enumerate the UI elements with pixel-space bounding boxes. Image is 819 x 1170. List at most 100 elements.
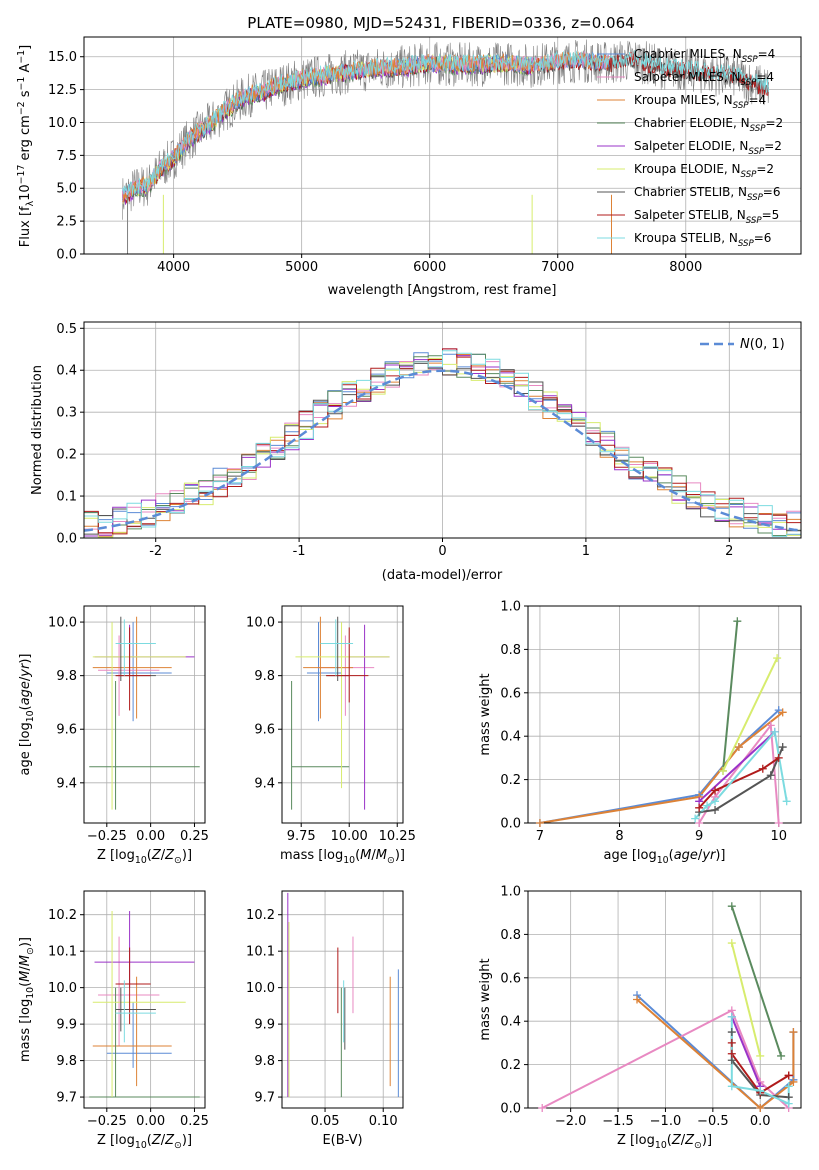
marker-kroupa-stelib (770, 727, 779, 736)
x-tick-label: 0.00 (136, 1114, 165, 1129)
y-tick-label: 9.8 (254, 1054, 275, 1069)
y-tick-label: 0.6 (500, 971, 521, 986)
axes-frame (527, 605, 802, 824)
y-tick-label: 0.0 (56, 532, 77, 547)
y-tick-label: 9.4 (254, 776, 275, 791)
marker-chabrier-stelib (711, 805, 720, 814)
y-tick-label: 0.5 (56, 322, 77, 337)
x-tick-label: −1.5 (602, 1114, 634, 1129)
x-tick-label: −1.0 (650, 1114, 682, 1129)
x-tick-label: 0.00 (136, 829, 165, 844)
y-tick-label: 10.1 (246, 945, 275, 960)
x-tick-label: 0.10 (369, 1114, 398, 1129)
y-tick-label: 9.4 (56, 776, 77, 791)
marker-salpeter-stelib (727, 1049, 736, 1058)
y-tick-label: 9.6 (56, 723, 77, 738)
x-tick-label: -2 (149, 544, 162, 559)
model-kroupa-elodie (122, 53, 533, 205)
y-tick-label: 9.9 (254, 1018, 275, 1033)
line-chabrier-miles (539, 709, 780, 823)
plot-area (89, 911, 200, 1098)
y-axis-label: age [log10(age/yr)] (18, 653, 36, 775)
line-chabrier-stelib (698, 746, 784, 814)
x-axis-label: wavelength [Angstrom, rest frame] (328, 283, 557, 298)
x-tick-label: −0.5 (697, 1114, 729, 1129)
chart-title: PLATE=0980, MJD=52431, FIBERID=0336, z=0… (247, 14, 634, 32)
marker-kroupa-stelib (756, 1086, 765, 1095)
line-salpeter-elodie (698, 731, 776, 803)
x-tick-label: 9.75 (287, 829, 316, 844)
y-tick-label: 1.0 (500, 600, 521, 615)
marker-salpeter-stelib (711, 786, 720, 795)
y-tick-label: 10.2 (48, 908, 77, 923)
marker-chabrier-elodie (777, 1051, 786, 1060)
legend-label: Chabrier MILES, NSSP=4 (634, 47, 775, 65)
line-chabrier-elodie (722, 621, 739, 771)
x-tick-label: 0.25 (180, 1114, 209, 1129)
marker-chabrier-stelib (727, 1028, 736, 1037)
y-tick-label: 10.0 (48, 981, 77, 996)
plot-area (541, 905, 795, 1108)
y-axis-label: mass weight (478, 673, 493, 755)
y-axis-label: Flux [fλ10−17 erg cm−2 s−1 A−1] (16, 45, 36, 247)
marker-kroupa-miles (734, 743, 743, 752)
y-tick-label: 0.0 (500, 1102, 521, 1117)
y-tick-label: 9.9 (56, 1018, 77, 1033)
legend-label: Kroupa STELIB, NSSP=6 (634, 231, 771, 249)
x-tick-label: 10.00 (331, 829, 368, 844)
y-tick-label: 10.0 (48, 616, 77, 631)
line-salpeter-stelib (698, 757, 780, 809)
line-salpeter-miles (541, 1009, 790, 1108)
model-kroupa-stelib (122, 50, 769, 198)
marker-kroupa-miles (778, 708, 787, 717)
axes-age-vs-Z: −0.25 0.00 0.25 9.4 9.6 9.8 10.0 (48, 605, 209, 844)
line-salpeter-elodie (730, 1016, 762, 1087)
marker-salpeter-stelib (774, 753, 783, 762)
x-tick-label: 9 (695, 829, 703, 844)
line-chabrier-elodie (730, 905, 783, 1057)
marker-kroupa-elodie (773, 654, 782, 663)
line-kroupa-miles (539, 711, 784, 823)
marker-kroupa-miles (756, 1104, 765, 1112)
x-tick-label: 8 (615, 829, 623, 844)
x-tick-label: 5000 (285, 260, 318, 275)
x-tick-label: 8000 (669, 260, 702, 275)
line-kroupa-elodie (722, 657, 779, 772)
marker-kroupa-stelib (711, 797, 720, 806)
plot-area (539, 621, 788, 823)
y-axis-label: mass weight (478, 958, 493, 1040)
y-tick-label: 1.0 (500, 885, 521, 900)
x-tick-label: 10.25 (379, 829, 416, 844)
legend: Chabrier MILES, NSSP=4 Salpeter MILES, NS… (597, 47, 783, 249)
marker-kroupa-elodie (719, 766, 727, 775)
marker-kroupa-stelib (784, 1082, 793, 1091)
y-tick-label: 10.0 (246, 981, 275, 996)
axes-mass-vs-EBV: 0.05 0.10 9.7 9.8 9.9 10.0 10.1 10.2 (246, 890, 404, 1129)
y-tick-label: 10.2 (246, 908, 275, 923)
marker-kroupa-elodie (727, 939, 736, 948)
axes-frame (83, 605, 206, 824)
x-tick-label: 2 (725, 544, 733, 559)
marker-salpeter-stelib (695, 803, 704, 812)
marker-kroupa-stelib (727, 1012, 736, 1021)
marker-chabrier-stelib (766, 771, 775, 780)
x-tick-label: 4000 (157, 260, 190, 275)
plot-area (89, 616, 200, 810)
line-kroupa-elodie (730, 942, 762, 1057)
marker-kroupa-miles (633, 995, 642, 1004)
x-tick-label: 0.05 (311, 1114, 340, 1129)
x-tick-label: 7000 (541, 260, 574, 275)
plot-area (84, 348, 801, 538)
y-tick-label: 0.8 (500, 928, 521, 943)
x-tick-label: −0.25 (87, 829, 127, 844)
legend-label: Chabrier ELODIE, NSSP=2 (634, 116, 783, 134)
marker-kroupa-stelib (691, 814, 700, 823)
marker-salpeter-miles (538, 1104, 547, 1112)
axes-frame (281, 605, 404, 824)
x-axis-label: age [log10(age/yr)] (603, 848, 725, 866)
marker-chabrier-elodie (727, 902, 736, 911)
axes-age-vs-mass: 9.75 10.00 10.25 9.4 9.6 9.8 10.0 (246, 605, 416, 844)
marker-salpeter-stelib (784, 1071, 793, 1080)
legend-label: Kroupa MILES, NSSP=4 (634, 93, 766, 111)
